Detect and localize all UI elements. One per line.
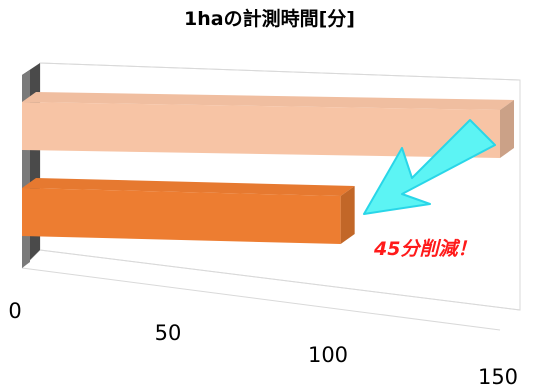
annotation-arrow-group <box>363 119 496 215</box>
x-tick-label: 100 <box>308 343 348 367</box>
bar-2-front-face <box>22 188 341 244</box>
bar-1-top-face <box>22 92 514 110</box>
bars-group <box>22 92 514 244</box>
x-tick-label: 50 <box>155 321 182 345</box>
annotation-text: 45分削減！ <box>374 238 477 260</box>
bar-2-end-face <box>340 186 355 244</box>
tick-labels: 0 50 100 150 <box>8 299 518 387</box>
gridline-bottom <box>39 249 521 311</box>
bar-1 <box>22 92 514 158</box>
bar-1-front-face <box>22 102 500 158</box>
x-tick-label: 0 <box>8 299 21 323</box>
bar-1-end-face <box>500 100 514 158</box>
x-tick-label: 150 <box>478 365 518 387</box>
bar-2-top-face <box>22 178 355 196</box>
down-left-arrow-icon <box>363 119 496 215</box>
gridline-floor <box>21 267 501 331</box>
gridline-top <box>39 62 521 81</box>
chart-title: 1haの計測時間[分] <box>184 8 355 30</box>
bar-2 <box>22 178 355 244</box>
